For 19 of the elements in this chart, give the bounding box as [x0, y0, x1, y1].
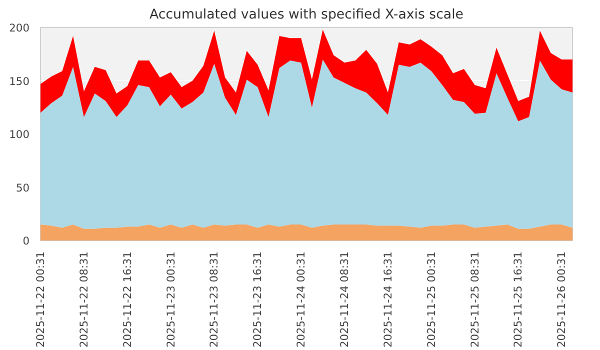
- y-tick-label: 100: [9, 128, 30, 141]
- x-tick-label: 2025-11-23 16:31: [251, 251, 264, 348]
- x-tick-label: 2025-11-23 00:31: [164, 251, 178, 348]
- x-tick-label: 2025-11-23 08:31: [208, 251, 221, 348]
- y-tick-label: 0: [22, 234, 30, 248]
- x-tick-label: 2025-11-22 16:31: [120, 251, 134, 348]
- y-tick-label: 200: [9, 22, 30, 34]
- x-tick-label: 2025-11-22 00:31: [34, 251, 47, 348]
- x-tick-label: 2025-11-25 08:31: [468, 251, 482, 348]
- y-tick-label: 150: [9, 74, 30, 88]
- y-tick-label: 50: [16, 181, 30, 194]
- x-tick-label: 2025-11-24 08:31: [338, 251, 351, 348]
- x-tick-label: 2025-11-26 00:31: [555, 251, 568, 348]
- x-tick-label: 2025-11-24 16:31: [381, 251, 394, 348]
- x-tick-label: 2025-11-22 08:31: [77, 251, 90, 348]
- x-tick-label: 2025-11-24 00:31: [294, 251, 308, 348]
- x-tick-label: 2025-11-25 00:31: [424, 251, 438, 348]
- chart-title: Accumulated values with specified X-axis scale: [150, 8, 464, 22]
- x-tick-label: 2025-11-25 16:31: [512, 251, 525, 348]
